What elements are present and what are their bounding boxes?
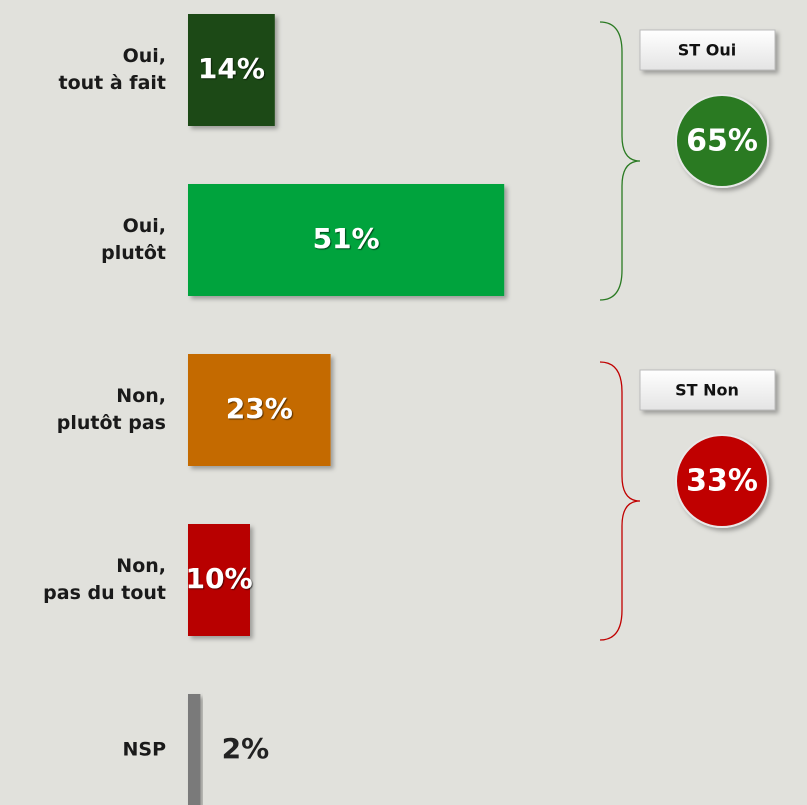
brace <box>599 361 641 641</box>
summary-circle <box>675 94 769 188</box>
bar <box>188 14 275 126</box>
category-label: NSP <box>122 738 166 761</box>
category-label: Oui, tout à fait <box>58 45 166 94</box>
value-label: 51% <box>313 222 380 255</box>
category-label: Non, plutôt pas <box>56 385 166 434</box>
bar <box>188 694 201 805</box>
summary-box <box>639 29 776 71</box>
category-label: Non, pas du tout <box>43 555 166 604</box>
summary-box <box>639 369 776 411</box>
brace <box>599 21 641 301</box>
value-label: 14% <box>198 52 265 85</box>
summary-label: ST Oui <box>678 41 736 60</box>
bar <box>188 354 331 466</box>
summary-label: ST Non <box>675 381 739 400</box>
summary-value: 33% <box>686 464 758 499</box>
value-label: 23% <box>226 392 293 425</box>
value-label: 10% <box>185 562 252 595</box>
summary-circle <box>675 434 769 528</box>
summary-value: 65% <box>686 124 758 159</box>
bar <box>188 524 250 636</box>
bar <box>188 184 505 296</box>
value-label: 2% <box>222 732 270 765</box>
category-label: Oui, plutôt <box>101 215 166 264</box>
